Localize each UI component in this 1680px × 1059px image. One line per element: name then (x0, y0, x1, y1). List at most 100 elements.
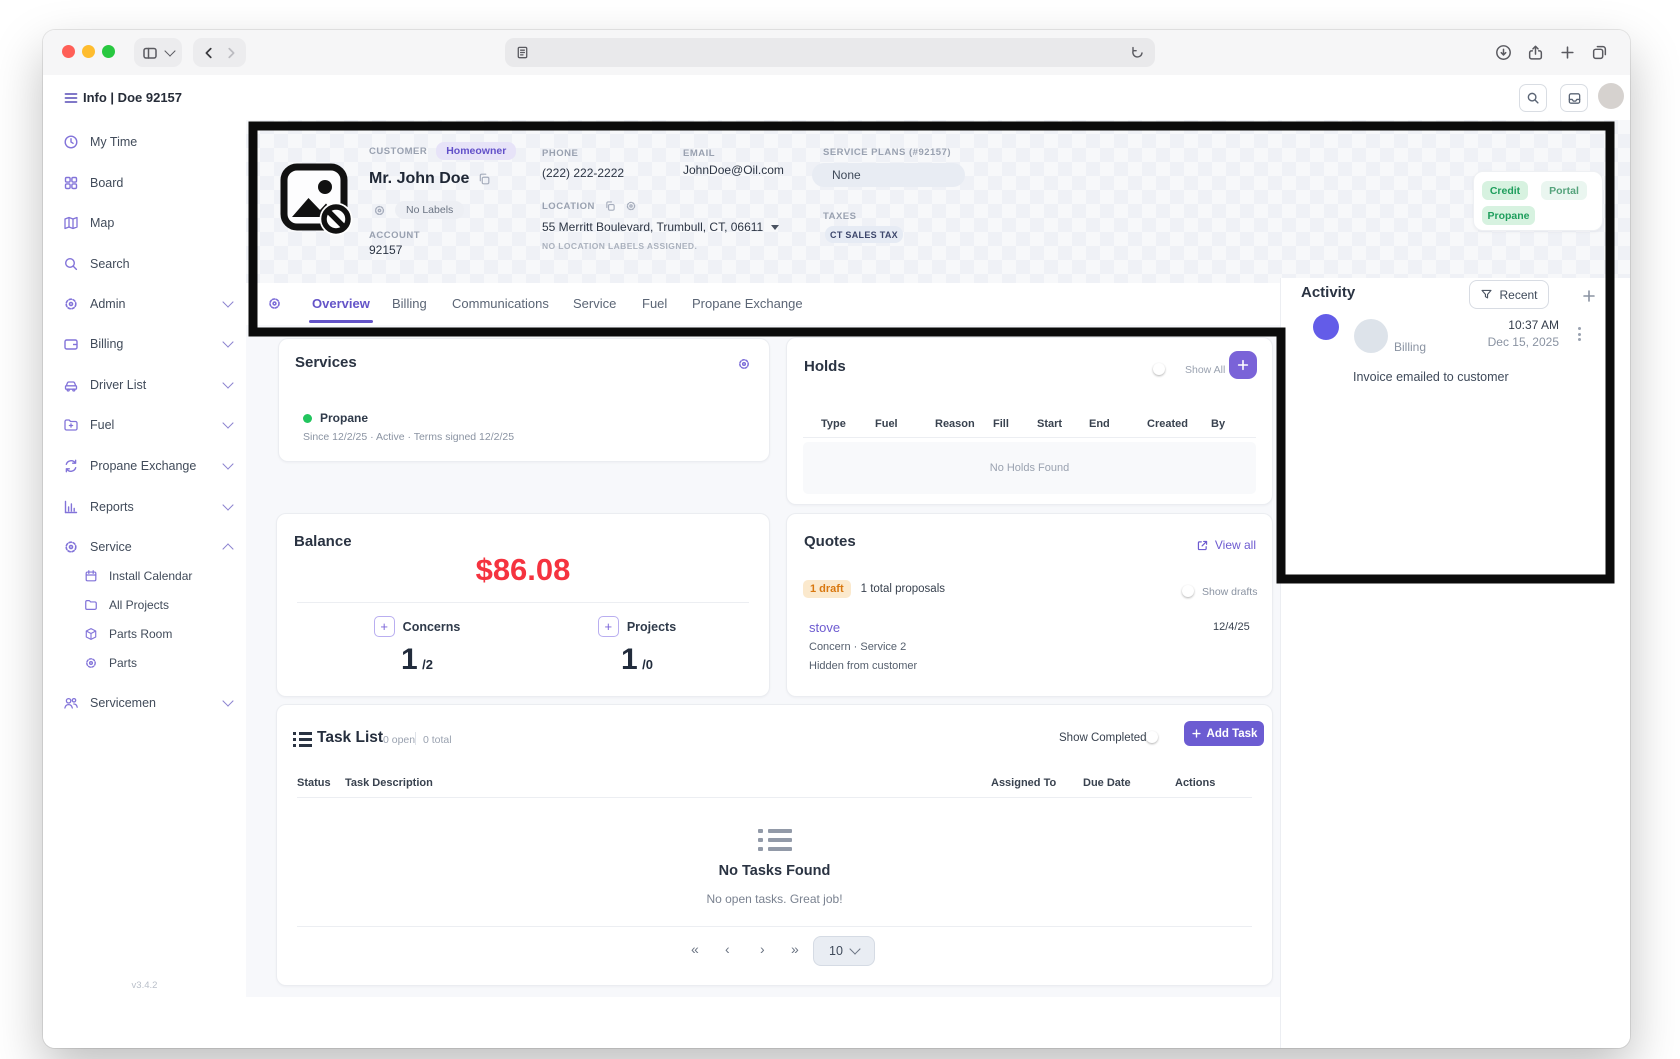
address-bar[interactable] (505, 38, 1155, 67)
copy-icon[interactable] (477, 172, 491, 186)
map-icon (64, 216, 78, 230)
sidebar-item-parts[interactable]: Parts (43, 648, 246, 678)
tab-communications[interactable]: Communications (452, 296, 549, 311)
bar-chart-icon (64, 500, 78, 514)
tab-overview-button[interactable] (1591, 44, 1608, 61)
add-hold-button[interactable] (1229, 351, 1257, 379)
sidebar-item-parts-room[interactable]: Parts Room (43, 619, 246, 649)
menu-button[interactable] (63, 90, 79, 106)
copy-icon[interactable] (604, 200, 616, 212)
page-size-select[interactable]: 10 (813, 936, 875, 966)
quote-name-link[interactable]: stove (809, 620, 841, 635)
holds-col-by: By (1211, 418, 1226, 430)
add-concern-button[interactable]: + (373, 616, 395, 637)
add-task-button[interactable]: Add Task (1184, 721, 1264, 746)
holds-col-reason: Reason (935, 418, 975, 430)
back-button[interactable] (202, 46, 216, 60)
chevron-down-icon (222, 499, 234, 511)
holds-show-all-label: Show All (1185, 364, 1226, 376)
panel-icon (143, 47, 157, 59)
plus-icon (1237, 359, 1249, 371)
more-options-icon[interactable] (1578, 327, 1581, 341)
user-avatar[interactable] (1598, 83, 1624, 109)
tab-billing[interactable]: Billing (392, 296, 427, 311)
tab-overview[interactable]: Overview (312, 296, 370, 311)
concerns-total: /2 (422, 657, 433, 672)
share-button[interactable] (1527, 44, 1544, 61)
customer-name: Mr. John Doe (369, 170, 470, 187)
sidebar-item-all-projects[interactable]: All Projects (43, 590, 246, 620)
tab-propane-exchange[interactable]: Propane Exchange (692, 296, 803, 311)
maximize-window-button[interactable] (102, 45, 115, 58)
sidebar-item-service[interactable]: Service (43, 532, 246, 562)
refresh-icon[interactable] (1130, 45, 1145, 60)
sidebar-item-board[interactable]: Board (43, 168, 246, 198)
browser-toolbar (43, 30, 1630, 76)
task-total-count: 0 total (423, 734, 452, 746)
quotes-view-all-link[interactable]: View all (1196, 538, 1256, 552)
balance-title: Balance (294, 533, 352, 550)
sidebar-item-search[interactable]: Search (43, 249, 246, 279)
sidebar-item-admin[interactable]: Admin (43, 289, 246, 319)
external-link-icon (1197, 540, 1208, 550)
pagination-prev-button[interactable]: ‹ (725, 941, 730, 957)
add-project-button[interactable]: + (597, 616, 619, 637)
forward-button[interactable] (224, 46, 238, 60)
sidebar-item-servicemen[interactable]: Servicemen (43, 688, 246, 718)
add-activity-icon[interactable] (1581, 288, 1597, 304)
services-gear-icon[interactable] (737, 357, 751, 371)
sidebar-toggle-button[interactable] (134, 38, 182, 67)
sidebar-item-propane-exchange[interactable]: Propane Exchange (43, 451, 246, 481)
email-label: EMAIL (683, 148, 716, 159)
status-badge-propane: Propane (1482, 206, 1535, 225)
sidebar-item-reports[interactable]: Reports (43, 492, 246, 522)
bottom-strip (246, 997, 1280, 1048)
sidebar-item-map[interactable]: Map (43, 208, 246, 238)
search-button[interactable] (1519, 84, 1547, 112)
projects-label: Projects (626, 619, 677, 634)
close-window-button[interactable] (62, 45, 75, 58)
downloads-button[interactable] (1495, 44, 1512, 61)
address-dropdown-caret[interactable] (771, 224, 780, 230)
labels-gear-icon[interactable] (373, 204, 386, 217)
status-badge-card: Credit Portal Propane (1473, 171, 1603, 231)
sidebar-item-billing[interactable]: Billing (43, 329, 246, 359)
tab-bar: Overview Billing Communications Service … (246, 283, 1280, 326)
tab-fuel[interactable]: Fuel (642, 296, 668, 311)
holds-card: Holds Show All Type Fuel Reason Fill Sta… (786, 337, 1273, 505)
recent-filter-button[interactable]: Recent (1469, 280, 1549, 309)
active-status-dot (303, 413, 312, 423)
chevron-down-icon (222, 695, 234, 707)
quote-type: Concern · Service 2 (809, 641, 907, 653)
service-plans-label: SERVICE PLANS (#92157) (823, 147, 952, 158)
pagination-first-button[interactable]: « (691, 941, 699, 957)
customer-photo-placeholder[interactable] (277, 160, 357, 240)
task-col-actions: Actions (1175, 777, 1216, 789)
count-separator (415, 732, 416, 745)
minimize-window-button[interactable] (82, 45, 95, 58)
tab-service[interactable]: Service (573, 296, 617, 311)
location-gear-icon[interactable] (625, 200, 637, 212)
sidebar-item-install-calendar[interactable]: Install Calendar (43, 561, 246, 591)
new-tab-button[interactable] (1559, 44, 1576, 61)
sidebar-item-my-time[interactable]: My Time (43, 127, 246, 157)
services-card: Services Propane Since 12/2/25 · Active … (278, 338, 770, 462)
sidebar-item-driver-list[interactable]: Driver List (43, 370, 246, 400)
phone-value: (222) 222-2222 (542, 166, 625, 180)
sidebar-item-fuel[interactable]: Fuel (43, 410, 246, 440)
activity-title: Activity (1301, 284, 1356, 301)
tab-settings-gear-icon[interactable] (267, 296, 282, 311)
reader-icon[interactable] (515, 45, 530, 60)
clock-icon (64, 135, 78, 149)
draft-count-badge: 1 draft (803, 580, 851, 598)
status-badge-portal: Portal (1541, 181, 1587, 200)
no-labels-pill[interactable]: No Labels (395, 201, 465, 219)
inbox-button[interactable] (1560, 84, 1588, 112)
service-name: Propane (320, 411, 369, 425)
chevron-down-icon (222, 336, 234, 348)
pagination-last-button[interactable]: » (791, 941, 799, 957)
activity-panel: Activity Recent Billing 10:37 AM Dec 15,… (1280, 278, 1630, 1048)
pagination-next-button[interactable]: › (760, 941, 765, 957)
task-col-description: Task Description (345, 777, 433, 789)
holds-title: Holds (804, 358, 846, 375)
